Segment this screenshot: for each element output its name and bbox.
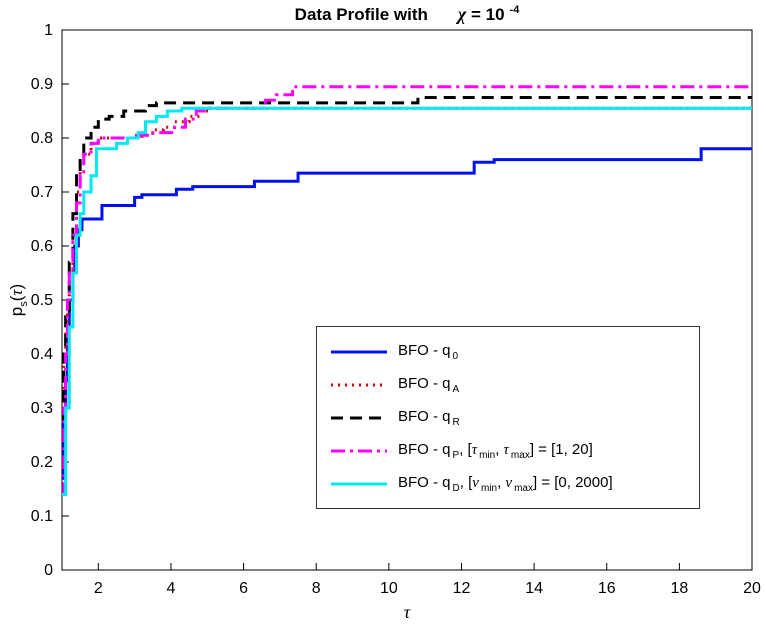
y-tick-label: 0: [44, 562, 53, 579]
legend-line-sample: [331, 449, 387, 452]
legend-label: BFO - q D, [ν min, ν max] = [0, 2000]: [398, 474, 613, 494]
legend-line-sample: [331, 416, 387, 419]
y-tick-label: 0.6: [31, 238, 53, 255]
title-exponent: -4: [509, 4, 520, 16]
legend-label-segment: BFO - q: [398, 440, 451, 458]
legend-label-segment: , [: [459, 440, 472, 458]
legend-line-sample: [331, 350, 387, 353]
legend-label-segment: ν: [472, 474, 479, 491]
series-line: [62, 106, 752, 410]
legend-label-segment: 0: [452, 350, 459, 362]
legend-line-sample: [331, 383, 387, 386]
x-tick-label: 20: [743, 580, 761, 597]
legend-label-segment: ν: [505, 474, 513, 491]
x-tick-label: 12: [453, 580, 471, 597]
ylabel-tau: τ: [7, 289, 26, 296]
legend-label-segment: A: [452, 383, 460, 395]
y-tick-label: 0.8: [31, 130, 53, 147]
legend-label-segment: ,: [495, 440, 504, 458]
title-equation: = 10: [466, 5, 505, 24]
x-tick-label: 18: [670, 580, 688, 597]
x-tick-label: 8: [312, 580, 321, 597]
x-tick-label: 4: [166, 580, 175, 597]
legend-label-segment: D: [452, 482, 460, 494]
legend-label: BFO - q P, [τ min, τ max] = [1, 20]: [398, 441, 593, 461]
legend-box: BFO - q 0 BFO - q A BFO - q R BFO - q P, [τ min,…: [316, 326, 700, 509]
ylabel-subscript: s: [18, 301, 30, 307]
legend-line-sample: [331, 482, 387, 485]
legend-label-segment: ] = [0, 2000]: [532, 473, 613, 491]
legend-label-segment: P: [452, 449, 460, 461]
x-tick-label: 10: [380, 580, 398, 597]
legend-label-segment: max: [510, 449, 530, 461]
y-tick-label: 0.3: [31, 400, 53, 417]
y-tick-label: 0.7: [31, 184, 53, 201]
legend-label-segment: min: [479, 449, 496, 461]
legend-label-segment: τ: [503, 441, 509, 458]
y-tick-label: 0.5: [31, 292, 53, 309]
legend-label-segment: ,: [497, 473, 506, 491]
y-tick-label: 0.9: [31, 76, 53, 93]
y-tick-label: 0.2: [31, 454, 53, 471]
x-axis-label: τ: [403, 602, 411, 622]
legend-item: BFO - q P, [τ min, τ max] = [1, 20]: [329, 434, 687, 467]
x-tick-label: 16: [598, 580, 616, 597]
legend-label-segment: τ: [471, 441, 478, 458]
y-axis-label: ps(τ): [6, 240, 30, 360]
chart-title: Data Profile with χ = 10 -4: [62, 4, 752, 25]
y-tick-label: 0.4: [31, 346, 53, 363]
legend-label-segment: min: [480, 482, 498, 494]
ylabel-close-paren: ): [7, 283, 26, 290]
title-main: Data Profile with: [294, 5, 428, 24]
legend-label-segment: max: [514, 482, 533, 494]
legend-label-segment: BFO - q: [398, 341, 451, 359]
ylabel-open-paren: (: [7, 295, 26, 302]
legend-label-segment: BFO - q: [398, 407, 451, 425]
x-tick-label: 14: [525, 580, 543, 597]
title-chi-symbol: χ: [457, 4, 467, 24]
ylabel-base: p: [7, 306, 26, 317]
y-tick-label: 1: [44, 22, 53, 39]
legend-item: BFO - q D, [ν min, ν max] = [0, 2000]: [329, 467, 687, 500]
legend-label-segment: R: [452, 416, 460, 428]
legend-label-segment: BFO - q: [398, 473, 451, 491]
legend-label-segment: ] = [1, 20]: [529, 440, 593, 458]
x-tick-label: 6: [239, 580, 248, 597]
x-tick-label: 2: [94, 580, 103, 597]
y-tick-label: 0.1: [31, 508, 53, 525]
series-line: [62, 106, 752, 496]
legend-label-segment: BFO - q: [398, 374, 451, 392]
legend-label-segment: , [: [459, 473, 473, 491]
